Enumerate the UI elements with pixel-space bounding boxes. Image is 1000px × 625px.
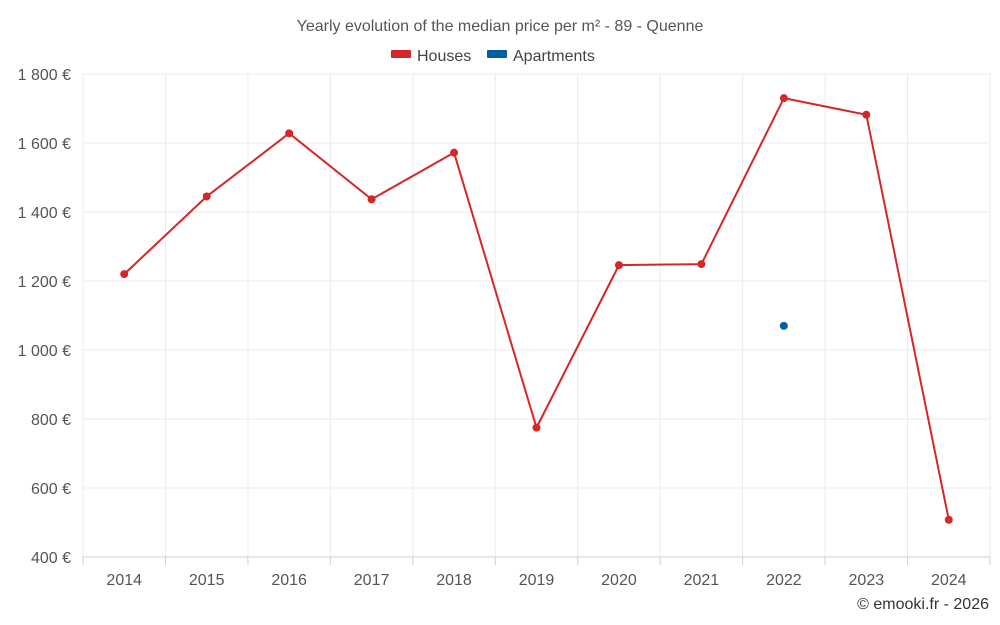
x-tick-label: 2018	[436, 572, 472, 589]
x-tick-label: 2021	[684, 572, 720, 589]
x-tick-label: 2022	[766, 572, 802, 589]
data-point-houses[interactable]	[202, 192, 211, 201]
data-point-houses[interactable]	[944, 515, 953, 524]
x-tick-label: 2017	[354, 572, 390, 589]
data-point-houses[interactable]	[532, 423, 541, 432]
x-tick-label: 2016	[271, 572, 307, 589]
x-tick-label: 2024	[931, 572, 967, 589]
data-point-houses[interactable]	[697, 260, 706, 269]
y-tick-label: 400 €	[31, 550, 71, 567]
series	[120, 94, 953, 524]
y-tick-label: 1 200 €	[18, 274, 71, 291]
x-tick-label: 2014	[106, 572, 142, 589]
data-point-apartments[interactable]	[779, 321, 788, 330]
y-tick-label: 1 800 €	[18, 67, 71, 84]
legend: Houses Apartments	[391, 48, 595, 65]
legend-label-houses[interactable]: Houses	[417, 48, 471, 65]
y-tick-label: 600 €	[31, 481, 71, 498]
legend-swatch-apartments	[487, 50, 507, 58]
grid	[82, 73, 991, 557]
y-tick-label: 1 400 €	[18, 205, 71, 222]
y-tick-label: 800 €	[31, 412, 71, 429]
data-point-houses[interactable]	[614, 261, 623, 270]
y-tick-label: 1 600 €	[18, 136, 71, 153]
credit-text: © emooki.fr - 2026	[857, 596, 989, 613]
legend-label-apartments[interactable]: Apartments	[513, 48, 595, 65]
data-point-houses[interactable]	[862, 110, 871, 119]
series-apartments	[779, 321, 788, 330]
x-tick-label: 2023	[849, 572, 885, 589]
data-point-houses[interactable]	[450, 148, 459, 157]
axes: 400 € 600 € 800 € 1 000 € 1 200 € 1 400 € 1 60…	[18, 67, 991, 589]
chart-title: Yearly evolution of the median price per…	[297, 18, 704, 35]
y-tick-label: 1 000 €	[18, 343, 71, 360]
x-tick-label: 2020	[601, 572, 637, 589]
x-tick-label: 2019	[519, 572, 555, 589]
series-houses	[120, 94, 953, 524]
data-point-houses[interactable]	[285, 129, 294, 138]
legend-swatch-houses	[391, 50, 411, 58]
data-point-houses[interactable]	[120, 270, 129, 279]
data-point-houses[interactable]	[367, 195, 376, 204]
data-point-houses[interactable]	[779, 94, 788, 103]
x-tick-label: 2015	[189, 572, 225, 589]
